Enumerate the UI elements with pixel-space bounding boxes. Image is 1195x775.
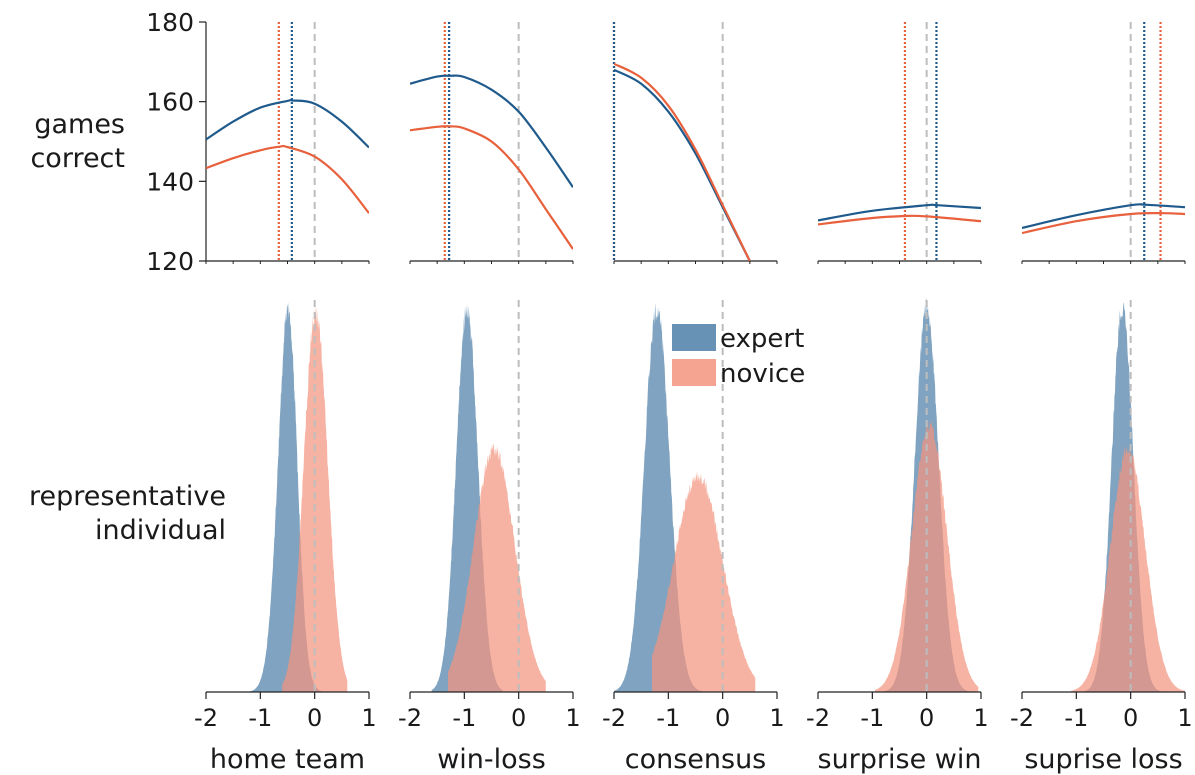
panel-label: suprise loss [1024,744,1182,775]
bottom-x-tick-label: 1 [769,704,784,732]
bottom-x-tick-label: 0 [307,704,322,732]
expert-curve [614,68,751,261]
novice-curve [614,62,751,261]
novice-area [652,470,756,692]
expert-area [249,301,326,692]
bottom-x-tick-label: -2 [398,704,422,732]
bottom-ylabel-line-1: representative [29,481,226,512]
bottom-x-tick-label: 0 [511,704,526,732]
bottom-x-tick-label: -2 [602,704,626,732]
bottom-x-tick-label: -1 [1064,704,1088,732]
top-ylabel: games correct [0,108,125,176]
bottom-x-tick-label: 1 [1177,704,1192,732]
novice-curve [1022,212,1185,235]
bottom-x-tick-label: -2 [194,704,218,732]
panel-label: win-loss [437,744,546,775]
top-axes: 120 140 160 180 [146,8,1186,276]
bottom-x-tick-label: -1 [860,704,884,732]
bottom-areas [249,298,1185,692]
top-y-tick-label: 180 [146,8,194,37]
bottom-x-tick-label: 0 [1123,704,1138,732]
top-y-tick-label: 120 [146,247,194,276]
bottom-x-tick-label: -2 [1010,704,1034,732]
top-y-tick-label: 140 [146,167,194,196]
bottom-ylabel-line-2: individual [94,515,226,546]
top-y-tick-label: 160 [146,88,194,117]
bottom-x-tick-label: 0 [919,704,934,732]
novice-area [1070,445,1185,692]
bottom-x-tick-label: -1 [452,704,476,732]
bottom-x-tick-label: -1 [248,704,272,732]
novice-legend-swatch [672,359,716,386]
expert-curve [410,74,573,188]
bottom-x-tick-label: 0 [715,704,730,732]
panel-label: surprise win [818,744,982,775]
expert-curve [818,203,981,222]
bottom-ylabel: representative individual [0,480,226,548]
novice-legend-label: novice [720,359,805,389]
legend: expert novice [672,324,805,389]
expert-legend-swatch [672,324,716,351]
novice-curve [410,125,573,250]
bottom-x-tick-label: 1 [973,704,988,732]
expert-area [614,302,712,692]
novice-curve [206,144,369,214]
bottom-x-tick-label: 1 [361,704,376,732]
expert-curve [206,99,369,149]
bottom-x-tick-label: 1 [565,704,580,732]
expert-legend-label: expert [720,324,804,354]
bottom-x-tick-label: -2 [806,704,830,732]
bottom-x-tick-label: -1 [656,704,680,732]
panel-label: consensus [625,744,767,775]
novice-curve [818,214,981,226]
top-ylabel-line-2: correct [30,143,125,174]
panel-label: home team [210,744,365,775]
novice-area [448,443,546,692]
top-lines [206,22,1185,261]
expert-curve [1022,203,1185,229]
top-ylabel-line-1: games [34,109,125,140]
